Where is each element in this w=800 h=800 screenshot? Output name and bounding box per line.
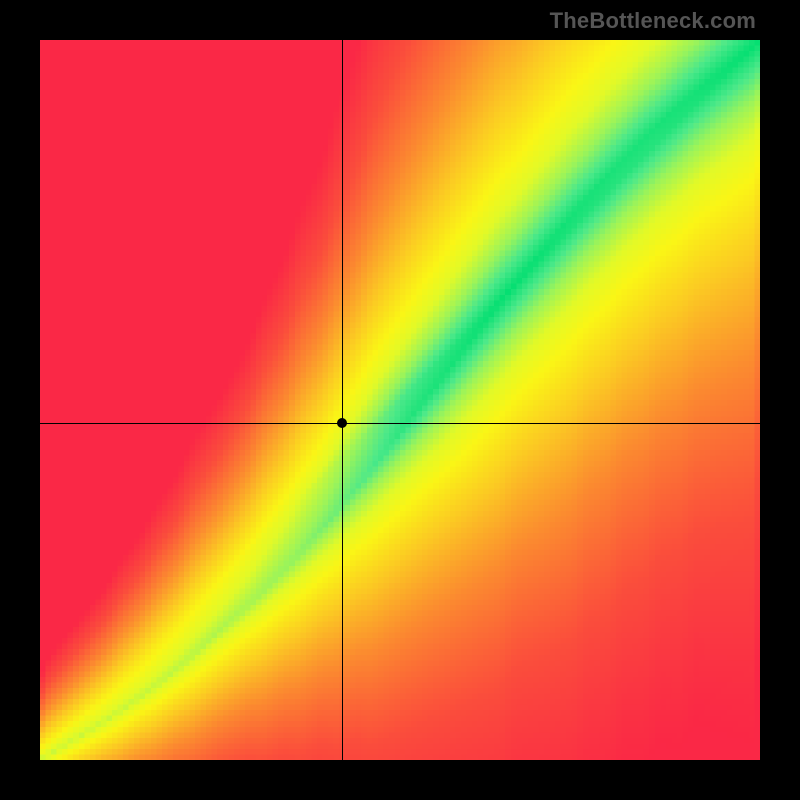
crosshair-vertical bbox=[342, 40, 343, 760]
heatmap-canvas bbox=[40, 40, 760, 760]
chart-frame: TheBottleneck.com bbox=[0, 0, 800, 800]
crosshair-horizontal bbox=[40, 423, 760, 424]
watermark-text: TheBottleneck.com bbox=[550, 8, 756, 34]
crosshair-marker bbox=[337, 418, 347, 428]
plot-area bbox=[40, 40, 760, 760]
